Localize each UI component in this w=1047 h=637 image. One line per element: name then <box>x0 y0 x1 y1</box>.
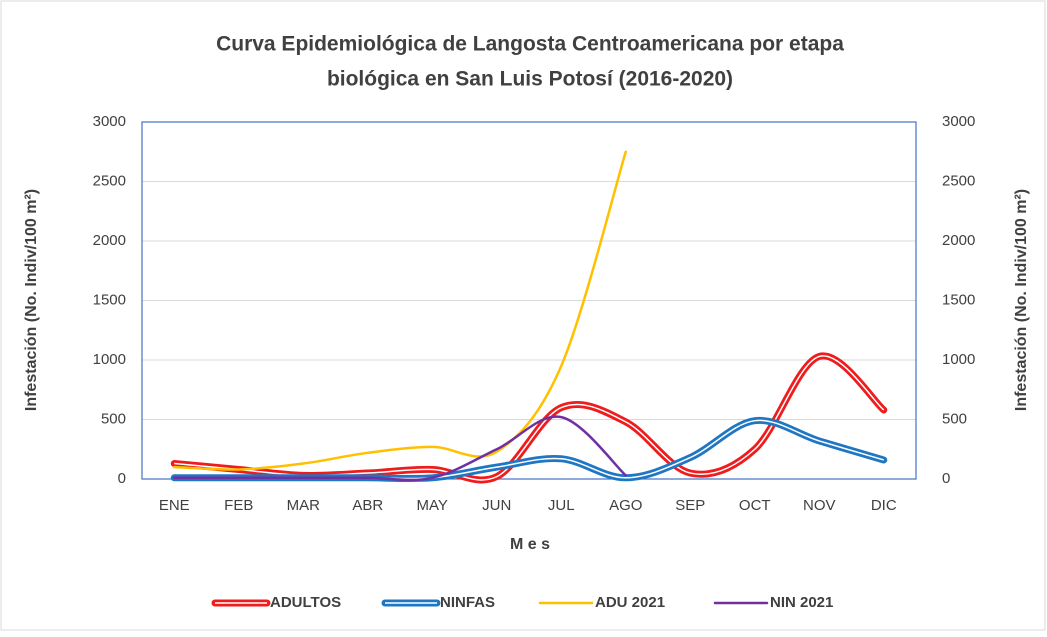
legend-label: ADU 2021 <box>595 594 665 611</box>
x-tick-label: JUN <box>482 497 511 514</box>
legend-label: NIN 2021 <box>770 594 833 611</box>
y-tick-label: 3000 <box>93 113 126 130</box>
y-axis-label: Infestación (No. Indiv/100 m²) <box>23 189 40 411</box>
x-tick-label: MAR <box>287 497 321 514</box>
y-tick-label: 2000 <box>93 232 126 249</box>
chart-title: Curva Epidemiológica de Langosta Centroa… <box>216 33 844 56</box>
y-tick-label: 1500 <box>93 291 126 308</box>
x-tick-label: SEP <box>675 497 705 514</box>
x-tick-label: ENE <box>159 497 190 514</box>
y2-tick-label: 1500 <box>942 291 975 308</box>
legend-label: NINFAS <box>440 594 495 611</box>
series-line <box>173 415 627 482</box>
plot-border <box>141 121 917 480</box>
y2-axis-label: Infestación (No. Indiv/100 m²) <box>1013 189 1030 411</box>
y2-tick-label: 3000 <box>942 113 975 130</box>
legend-label: ADULTOS <box>270 594 341 611</box>
y2-tick-label: 2000 <box>942 232 975 249</box>
y-tick-label: 0 <box>118 470 126 487</box>
x-tick-label: MAY <box>417 497 448 514</box>
y-tick-label: 2500 <box>93 172 126 189</box>
x-tick-label: NOV <box>803 497 836 514</box>
chart-title: biológica en San Luis Potosí (2016-2020) <box>327 68 733 91</box>
x-tick-label: FEB <box>224 497 253 514</box>
x-tick-label: ABR <box>352 497 383 514</box>
x-tick-label: DIC <box>871 497 897 514</box>
series-line <box>173 150 627 471</box>
y2-tick-label: 1000 <box>942 351 975 368</box>
y2-tick-label: 2500 <box>942 172 975 189</box>
y2-tick-label: 0 <box>942 470 950 487</box>
x-axis-label: M e s <box>510 536 550 553</box>
y-tick-label: 500 <box>101 410 126 427</box>
y-tick-label: 1000 <box>93 351 126 368</box>
x-tick-label: OCT <box>739 497 771 514</box>
x-tick-label: AGO <box>609 497 642 514</box>
y2-tick-label: 500 <box>942 410 967 427</box>
x-tick-label: JUL <box>548 497 575 514</box>
